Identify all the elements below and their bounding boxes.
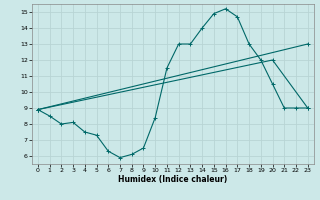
X-axis label: Humidex (Indice chaleur): Humidex (Indice chaleur) [118,175,228,184]
